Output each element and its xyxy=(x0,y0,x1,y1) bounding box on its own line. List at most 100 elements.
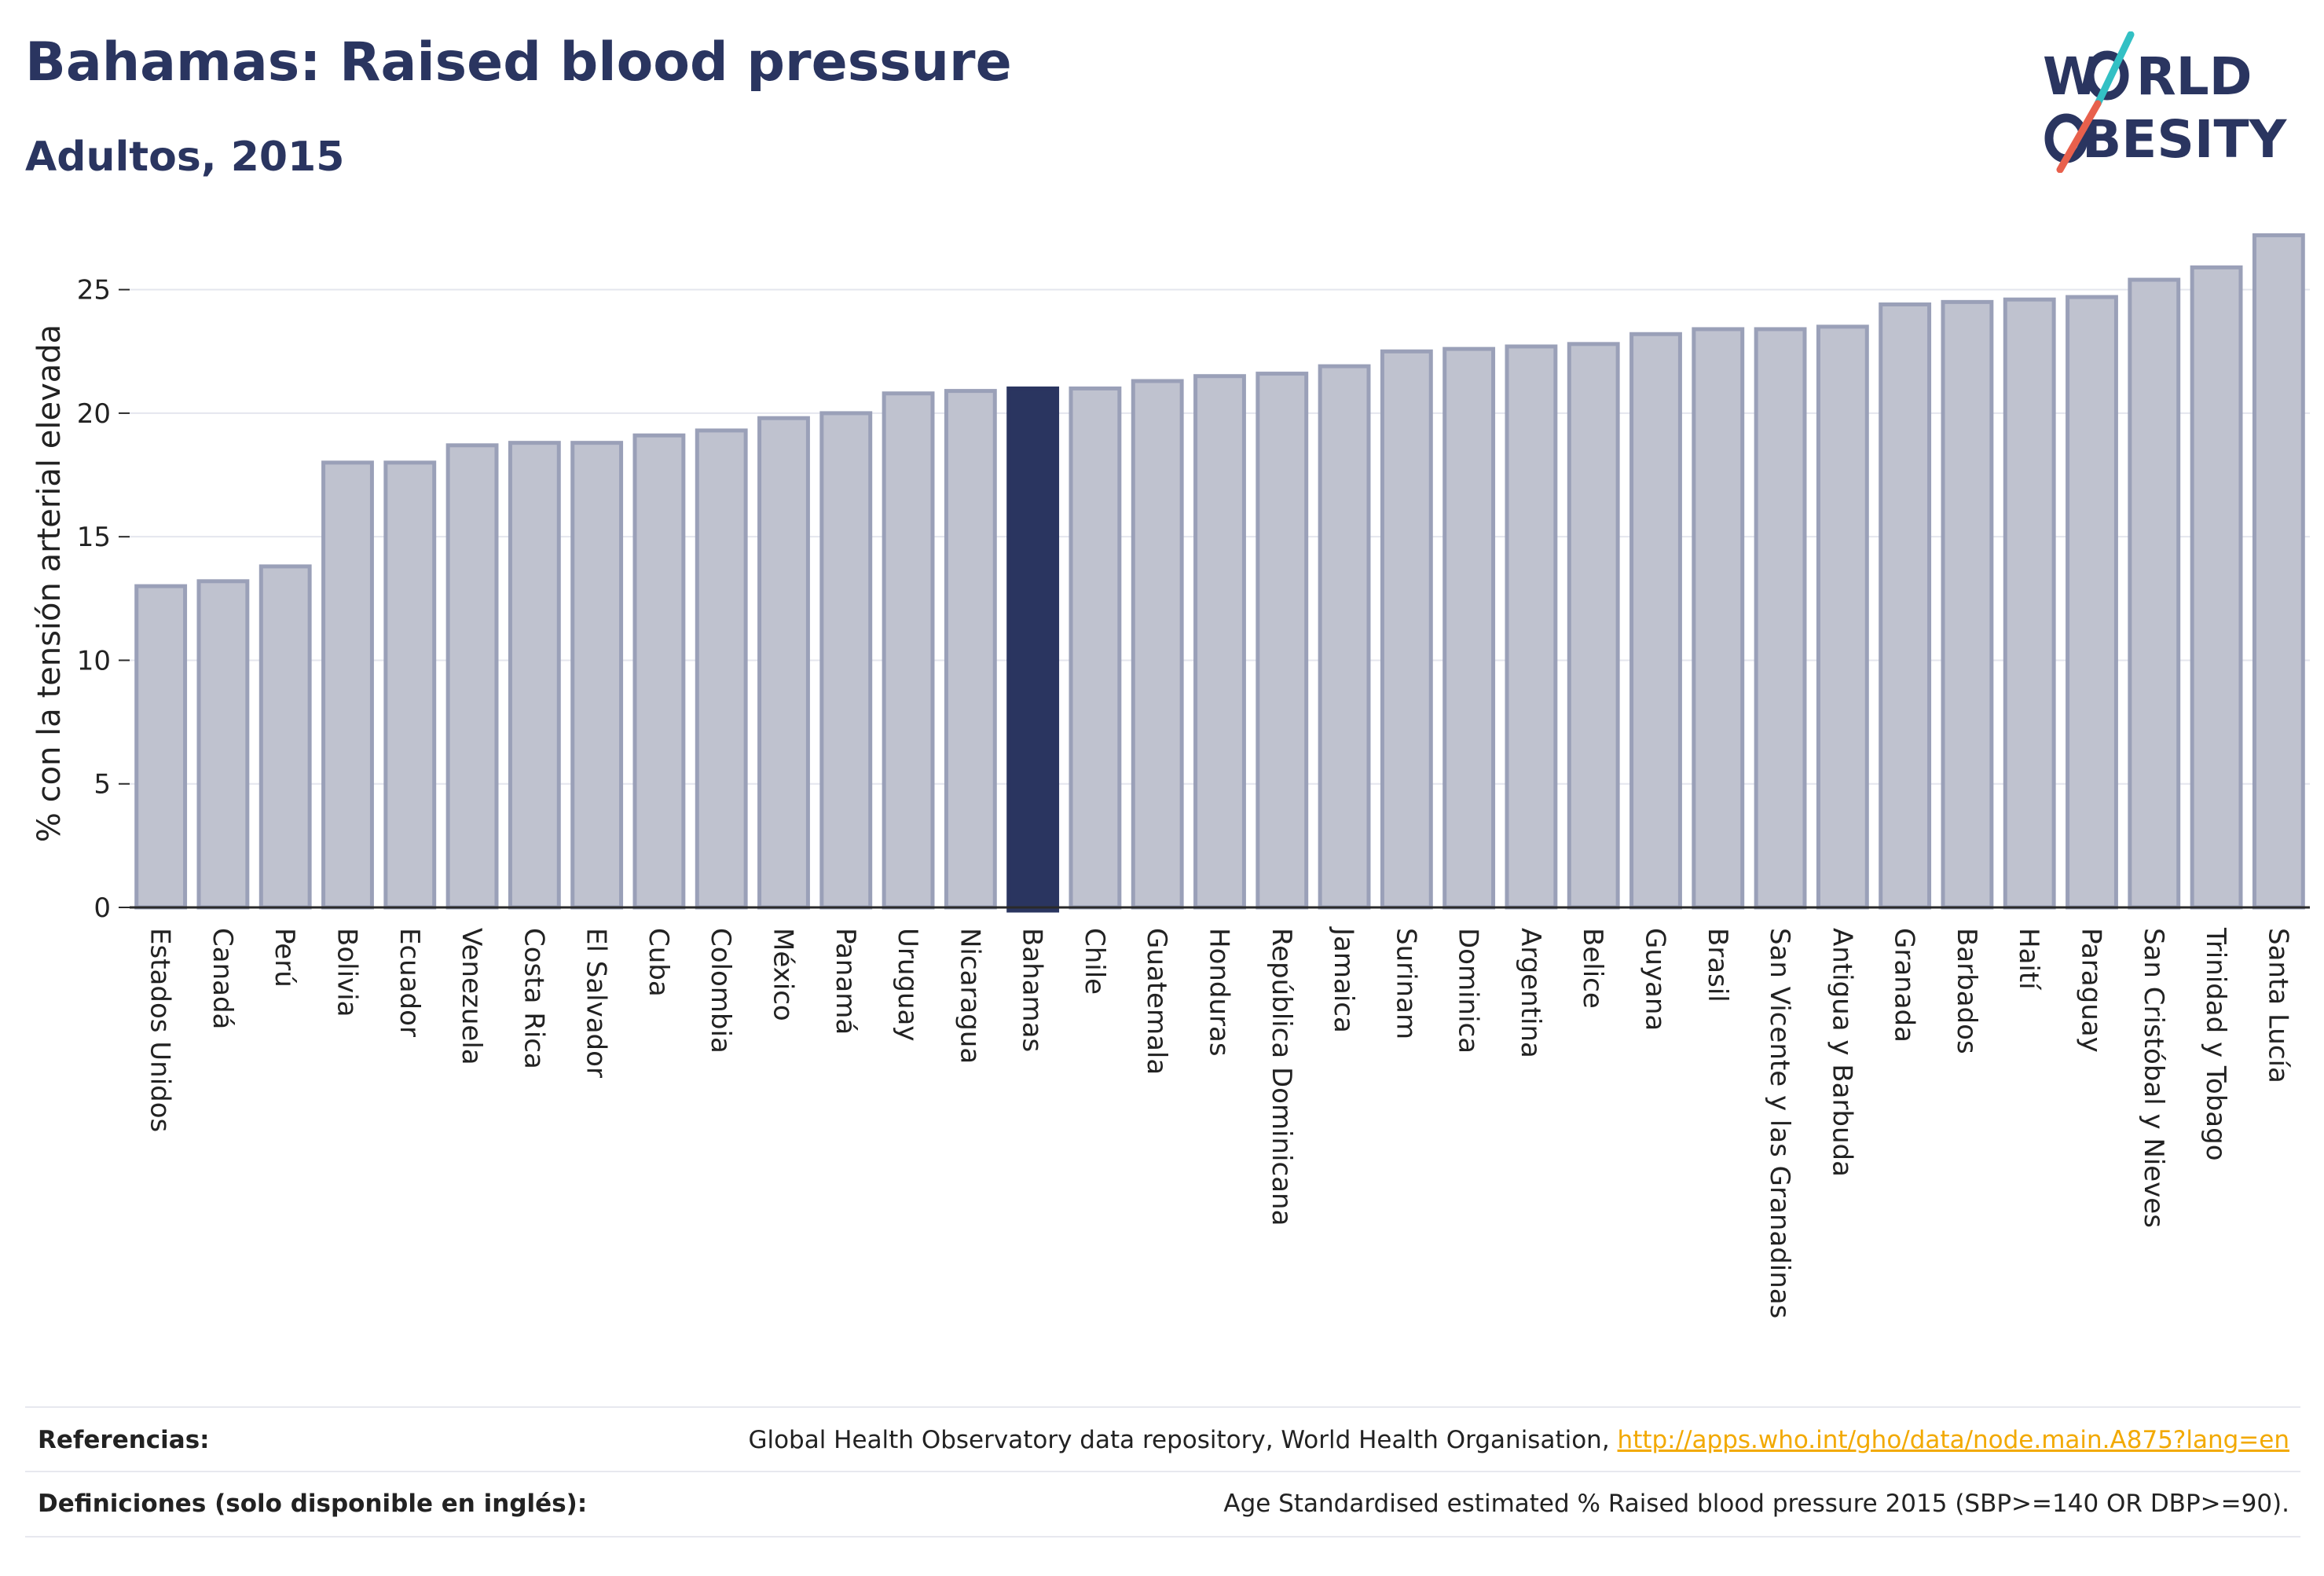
references-row: Referencias: Global Health Observatory d… xyxy=(38,1426,2289,1473)
bar xyxy=(695,428,748,910)
bar xyxy=(1692,327,1745,910)
x-tick-label: Brasil xyxy=(1702,928,1733,1002)
bar-chart: 0 5 10 15 20 25 % con la tensión arterial elev… xyxy=(31,233,2310,1319)
x-tick-label: El Salvador xyxy=(581,928,612,1078)
y-tick-label: 25 xyxy=(77,275,111,306)
bar xyxy=(1505,344,1558,910)
footer-divider-top xyxy=(25,1406,2300,1408)
tick-labels: 0 5 10 15 20 25 % con la tensión arterial elev… xyxy=(31,275,2293,1319)
references-label: Referencias: xyxy=(38,1426,210,1454)
bar xyxy=(1318,364,1371,910)
bar xyxy=(445,443,499,910)
bar xyxy=(1380,349,1433,910)
x-tick-label: San Vicente y las Granadinas xyxy=(1764,928,1795,1318)
x-tick-label: Jamaica xyxy=(1328,926,1359,1033)
references-value: Global Health Observatory data repositor… xyxy=(748,1426,2289,1454)
y-tick-label: 20 xyxy=(77,398,111,430)
x-tick-label: Santa Lucía xyxy=(2262,928,2293,1083)
bar xyxy=(2128,277,2181,910)
x-tick-label: Argentina xyxy=(1515,928,1546,1058)
chart-subtitle: Adultos, 2015 xyxy=(25,134,345,181)
bar xyxy=(882,391,935,910)
x-tick-label: República Dominicana xyxy=(1266,928,1297,1226)
bar xyxy=(2252,233,2305,910)
definitions-row: Definiciones (solo disponible en inglés)… xyxy=(38,1490,2289,1537)
world-obesity-logo: W RLD BESITY xyxy=(2043,31,2288,173)
footer-divider-bottom xyxy=(25,1536,2300,1538)
bar xyxy=(1629,332,1682,910)
footer-divider-middle xyxy=(25,1471,2300,1472)
x-tick-label: Bahamas xyxy=(1017,928,1048,1052)
x-tick-label: Guyana xyxy=(1640,928,1671,1031)
logo-o-top xyxy=(2085,50,2129,101)
axes xyxy=(119,288,2310,909)
bar xyxy=(383,460,437,910)
x-tick-label: Estados Unidos xyxy=(145,928,176,1132)
bar xyxy=(570,441,624,910)
y-tick-label: 0 xyxy=(93,892,111,924)
x-tick-label: Ecuador xyxy=(394,928,425,1037)
x-tick-label: Surinam xyxy=(1390,928,1421,1039)
y-tick-label: 10 xyxy=(77,645,111,676)
y-tick-label: 15 xyxy=(77,522,111,553)
x-tick-label: Honduras xyxy=(1204,928,1235,1057)
bar xyxy=(1131,379,1184,910)
logo-slash-top xyxy=(2094,31,2135,108)
x-tick-label: Chile xyxy=(1079,928,1110,995)
bars xyxy=(134,233,2305,913)
x-tick-label: Antigua y Barbuda xyxy=(1826,928,1857,1177)
bar xyxy=(2066,295,2118,910)
chart-title: Bahamas: Raised blood pressure xyxy=(25,31,1012,93)
bar xyxy=(134,584,188,910)
x-tick-label: México xyxy=(768,928,799,1021)
logo-rld: RLD xyxy=(2136,46,2253,107)
logo-line2: BESITY xyxy=(2082,109,2288,170)
bar xyxy=(2190,265,2243,910)
bar xyxy=(1193,374,1246,910)
x-tick-label: Bolivia xyxy=(332,928,363,1017)
bar xyxy=(1255,372,1309,910)
bar xyxy=(1754,327,1807,910)
bar xyxy=(944,389,997,910)
logo-slash-bottom xyxy=(2056,100,2102,173)
x-tick-label: Canadá xyxy=(207,928,238,1029)
bar xyxy=(508,441,561,910)
x-tick-label: Uruguay xyxy=(892,928,923,1042)
bar-highlighted xyxy=(1006,386,1060,913)
x-tick-label: Venezuela xyxy=(456,928,487,1065)
x-tick-label: Granada xyxy=(1889,928,1920,1043)
x-tick-label: Colombia xyxy=(705,928,736,1054)
x-tick-label: Perú xyxy=(269,928,300,988)
x-tick-label: Nicaragua xyxy=(954,928,985,1064)
x-tick-label: Guatemala xyxy=(1141,928,1172,1075)
bar xyxy=(1442,346,1496,910)
bar xyxy=(819,411,873,910)
x-tick-label: Paraguay xyxy=(2076,928,2107,1053)
y-axis-title: % con la tensión arterial elevada xyxy=(31,324,68,842)
definitions-label: Definiciones (solo disponible en inglés)… xyxy=(38,1490,588,1518)
y-tick-label: 5 xyxy=(93,769,111,801)
references-link[interactable]: http://apps.who.int/gho/data/node.main.A… xyxy=(1617,1426,2289,1454)
x-tick-label: Dominica xyxy=(1453,928,1484,1054)
bar xyxy=(757,416,810,910)
bar xyxy=(1941,299,1994,910)
x-tick-label: Haití xyxy=(2013,928,2044,991)
x-tick-label: Trinidad y Tobago xyxy=(2200,927,2231,1161)
references-text: Global Health Observatory data repositor… xyxy=(748,1426,1618,1454)
bar xyxy=(1879,302,1932,910)
bar xyxy=(632,433,686,910)
x-tick-label: San Cristóbal y Nieves xyxy=(2138,928,2169,1228)
x-tick-label: Panamá xyxy=(830,928,861,1035)
x-tick-label: Belice xyxy=(1577,928,1608,1009)
bar xyxy=(258,564,312,910)
definitions-value: Age Standardised estimated % Raised bloo… xyxy=(1223,1490,2289,1518)
bar xyxy=(1567,342,1620,910)
bar xyxy=(2003,297,2056,910)
x-tick-label: Costa Rica xyxy=(518,928,549,1069)
bar xyxy=(321,460,374,910)
x-tick-label: Cuba xyxy=(643,928,674,997)
bar xyxy=(196,579,250,910)
x-tick-label: Barbados xyxy=(1951,928,1982,1054)
bar xyxy=(1816,324,1869,910)
bar xyxy=(1069,386,1122,910)
